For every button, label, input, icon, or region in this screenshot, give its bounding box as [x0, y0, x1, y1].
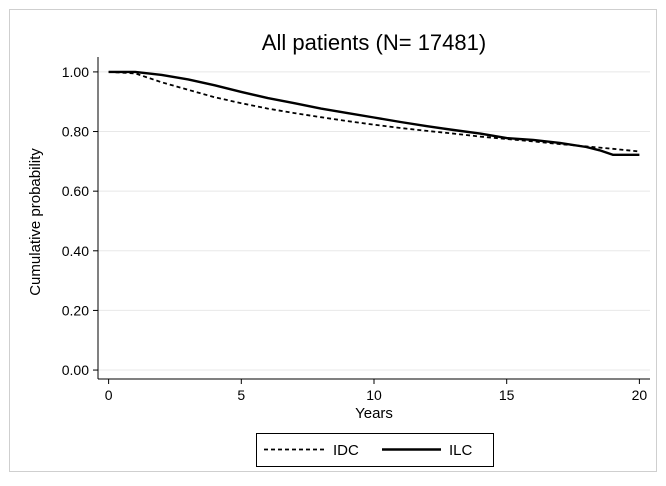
series-line-idc [108, 71, 640, 153]
y-tick-label-0: 0.00 [62, 362, 89, 378]
x-tick-label-3: 15 [499, 387, 515, 403]
chart-frame [9, 9, 657, 472]
y-tick-label-1: 0.20 [62, 302, 89, 318]
legend-label-ilc: ILC [449, 442, 473, 459]
y-tick-label-4: 0.80 [62, 124, 89, 140]
y-tick-label-3: 0.60 [62, 183, 89, 199]
x-tick-label-2: 10 [366, 387, 382, 403]
x-tick-label-0: 0 [105, 387, 113, 403]
chart-title: All patients (N= 17481) [262, 30, 486, 55]
legend-label-idc: IDC [333, 442, 359, 459]
y-tick-label-2: 0.40 [62, 243, 89, 259]
series-line-ilc [108, 70, 640, 157]
x-tick-label-4: 20 [632, 387, 648, 403]
y-axis-title: Cumulative probability [27, 148, 44, 296]
y-tick-label-5: 1.00 [62, 64, 89, 80]
x-tick-label-1: 5 [237, 387, 245, 403]
x-axis-title: Years [355, 405, 393, 422]
